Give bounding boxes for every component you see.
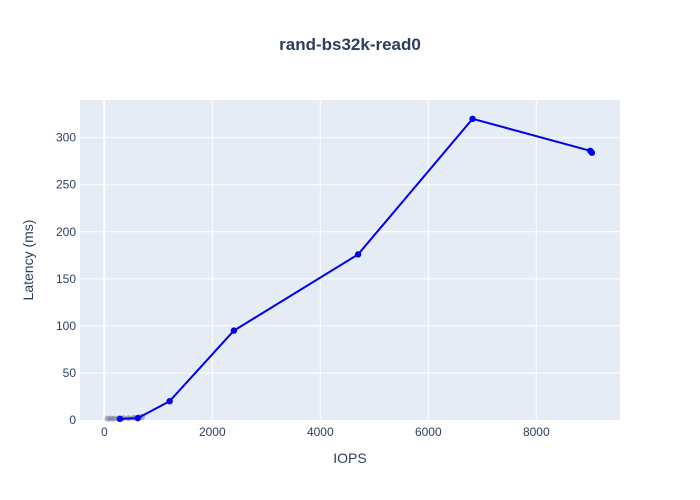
series-group bbox=[104, 115, 596, 423]
gridlines bbox=[80, 100, 620, 420]
data-point-secondary bbox=[111, 415, 118, 422]
chart-title: rand-bs32k-read0 bbox=[279, 35, 421, 54]
y-tick-label: 200 bbox=[56, 225, 76, 239]
y-axis-title: Latency (ms) bbox=[20, 220, 36, 301]
y-tick-label: 100 bbox=[56, 319, 76, 333]
tick-labels: 0 2000 4000 6000 8000 0 50 100 150 200 250 300 bbox=[56, 131, 550, 439]
y-tick-label: 150 bbox=[56, 272, 76, 286]
data-point-main bbox=[166, 397, 173, 405]
x-axis-title: IOPS bbox=[333, 450, 366, 466]
x-tick-label: 6000 bbox=[415, 425, 442, 439]
data-point-main bbox=[116, 415, 124, 423]
x-tick-label: 0 bbox=[101, 425, 108, 439]
data-point-main bbox=[469, 115, 476, 123]
y-tick-label: 0 bbox=[69, 413, 76, 427]
x-tick-label: 8000 bbox=[523, 425, 550, 439]
data-point-main bbox=[354, 251, 362, 258]
y-tick-label: 50 bbox=[63, 366, 77, 380]
series-line-main bbox=[119, 117, 593, 420]
y-tick-label: 250 bbox=[56, 178, 76, 192]
y-tick-label: 300 bbox=[56, 131, 76, 145]
x-tick-label: 2000 bbox=[199, 425, 226, 439]
data-point-main bbox=[588, 149, 596, 156]
data-point-main bbox=[230, 327, 238, 334]
data-point-main bbox=[134, 414, 141, 422]
x-tick-label: 4000 bbox=[307, 425, 334, 439]
